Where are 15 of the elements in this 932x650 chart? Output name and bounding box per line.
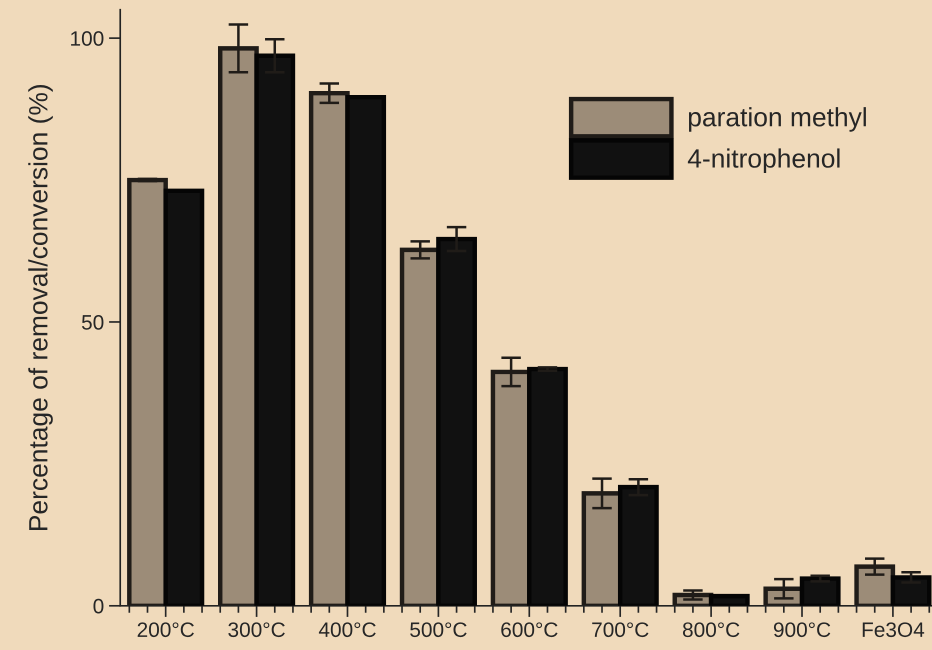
x-tick-label: 700°C [592, 622, 648, 638]
x-tick-label: Fe3O4 [862, 622, 924, 638]
x-tick-label: 600°C [501, 622, 558, 638]
y-axis-title: Percentage of removal/conversion (%) [28, 84, 53, 530]
legend-label: paration methyl [688, 107, 866, 132]
x-tick-label: 200°C [138, 622, 194, 638]
y-tick-label: 100 [71, 31, 104, 46]
y-tick-label: 0 [93, 598, 104, 614]
x-tick-label: 900°C [774, 622, 830, 638]
x-tick-label: 800°C [682, 622, 740, 638]
x-tick-label: 300°C [228, 622, 285, 638]
y-tick-label: 50 [82, 314, 104, 330]
legend-label: 4-nitrophenol [688, 148, 840, 174]
x-tick-label: 400°C [318, 622, 376, 638]
x-tick-label: 500°C [410, 622, 467, 638]
